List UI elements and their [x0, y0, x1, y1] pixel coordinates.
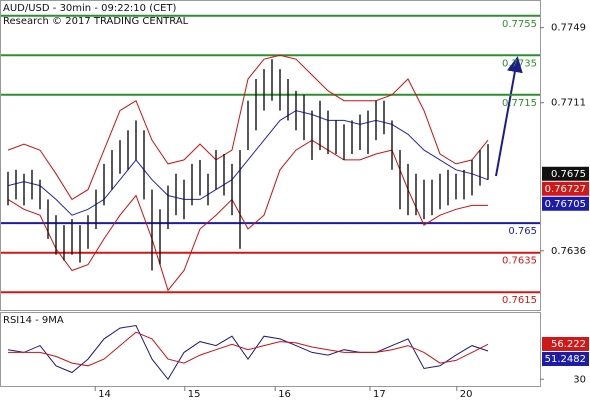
x-tick-label: 20 — [460, 389, 473, 400]
overlay-line — [7, 54, 489, 201]
overlay-line — [7, 139, 488, 292]
x-tick-label: 14 — [98, 389, 111, 400]
level-label: 0.7735 — [502, 58, 537, 69]
level-label: 0.765 — [508, 226, 537, 237]
rsi-line — [7, 324, 489, 381]
last-value-box — [542, 196, 589, 211]
level-label: 0.7615 — [502, 295, 537, 306]
rsi-panel — [0, 312, 541, 387]
x-tick-label: 16 — [278, 389, 291, 400]
last-value-label: 0.7675 — [551, 169, 586, 180]
rsi-title: RSI14 - 9MA — [3, 315, 64, 326]
y-tick-label: 0.7636 — [551, 246, 586, 257]
y-tick-label: 0.7749 — [551, 23, 586, 34]
last-value-label: 56.222 — [551, 339, 586, 350]
level-label: 0.7635 — [502, 256, 537, 267]
rsi-line — [8, 331, 489, 367]
overlay-line — [7, 110, 489, 216]
last-value-box — [542, 351, 589, 366]
last-value-label: 0.76705 — [545, 199, 586, 210]
level-label: 0.7715 — [502, 98, 537, 109]
price-panel — [0, 0, 541, 311]
last-value-box — [542, 181, 589, 196]
last-value-box — [542, 166, 589, 181]
last-value-label: 0.76727 — [545, 184, 586, 195]
chart-title: AUD/USD - 30min - 09:22:10 (CET) — [3, 3, 177, 14]
last-value-box — [542, 336, 589, 351]
forecast-arrow — [495, 56, 523, 177]
last-value-label: 51.2482 — [545, 354, 586, 365]
level-label: 0.7755 — [502, 19, 537, 30]
y-tick-label: 0.7711 — [551, 98, 586, 109]
x-tick-label: 15 — [188, 389, 201, 400]
x-tick-label: 17 — [373, 389, 386, 400]
chart-subtitle: Research © 2017 TRADING CENTRAL — [3, 16, 189, 27]
y-tick-label: 30 — [573, 374, 586, 385]
